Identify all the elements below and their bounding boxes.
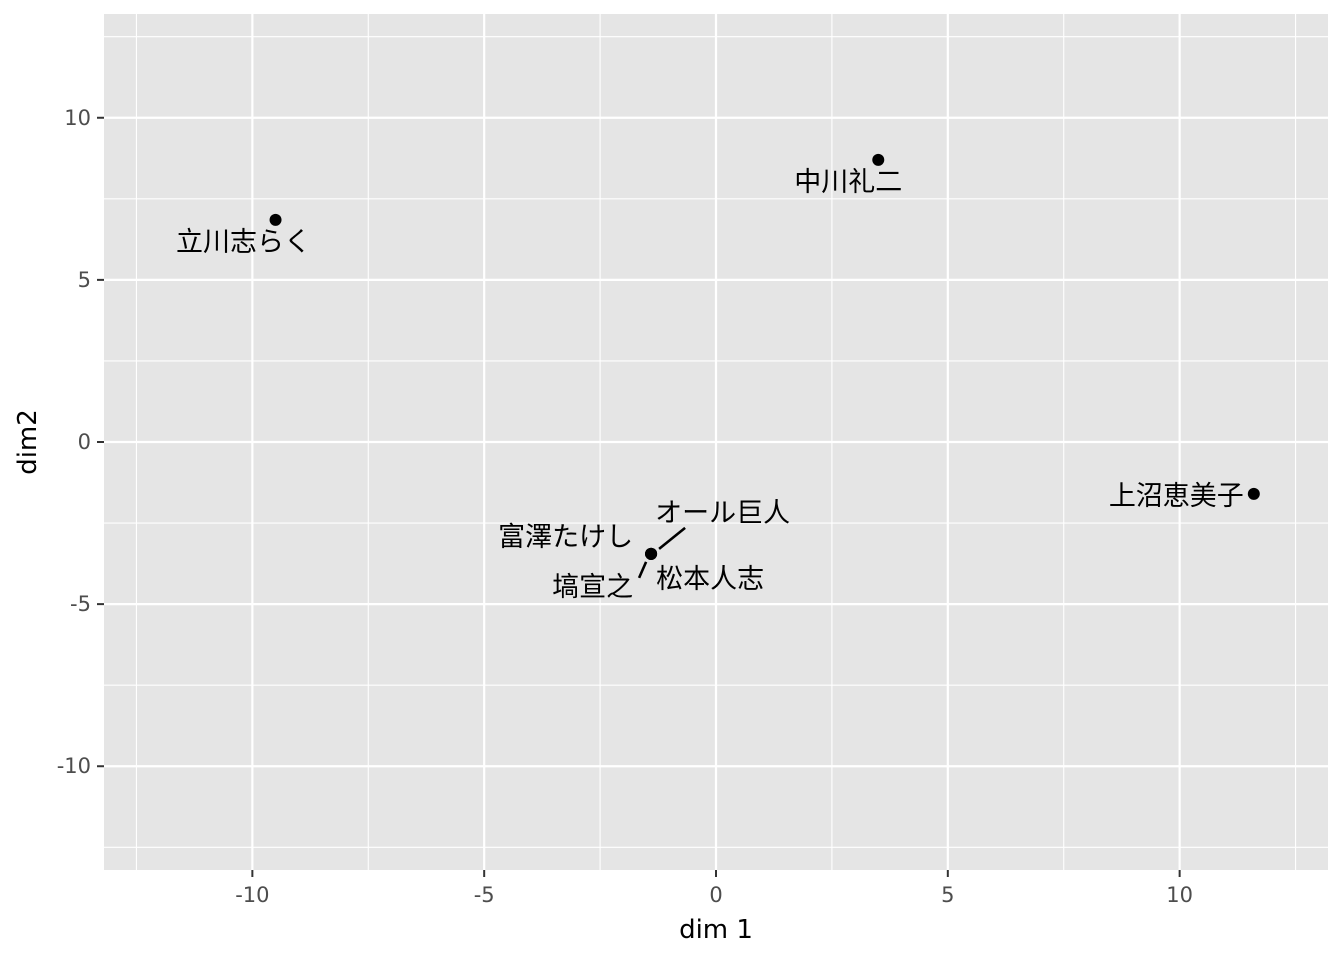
y-tick-label: -5 xyxy=(70,592,91,616)
axis-ticks xyxy=(97,116,1181,877)
point-label: 中川礼二 xyxy=(794,167,902,198)
point-label: 立川志らく xyxy=(176,227,311,258)
x-tick-label: 0 xyxy=(709,883,722,907)
y-tick-label: 0 xyxy=(78,430,91,454)
major-gridlines xyxy=(104,14,1328,870)
point-label: 上沼恵美子 xyxy=(1109,481,1244,512)
x-tick-label: -5 xyxy=(474,883,495,907)
point-label: 松本人志 xyxy=(656,564,764,595)
data-point xyxy=(872,153,885,166)
data-point xyxy=(269,213,282,226)
x-tick-label: 5 xyxy=(941,883,954,907)
tick-labels: -10 -5 0 5 10 -10 -5 0 5 10 xyxy=(57,106,1193,907)
x-axis-title: dim 1 xyxy=(679,915,753,945)
x-tick-label: -10 xyxy=(235,883,269,907)
x-tick-label: 10 xyxy=(1166,883,1193,907)
data-point xyxy=(645,547,658,560)
leader-line xyxy=(658,526,686,550)
data-points xyxy=(269,153,1260,560)
label-leader-lines xyxy=(637,526,686,579)
point-label: 富澤たけし xyxy=(498,522,633,553)
y-tick-label: 5 xyxy=(78,268,91,292)
point-label: オール巨人 xyxy=(655,498,790,529)
data-point xyxy=(1247,487,1260,500)
y-tick-label: -10 xyxy=(57,754,91,778)
leader-line xyxy=(637,561,648,579)
y-tick-label: 10 xyxy=(64,106,91,130)
point-label: 塙宣之 xyxy=(552,572,633,603)
y-axis-title: dim2 xyxy=(13,409,43,475)
